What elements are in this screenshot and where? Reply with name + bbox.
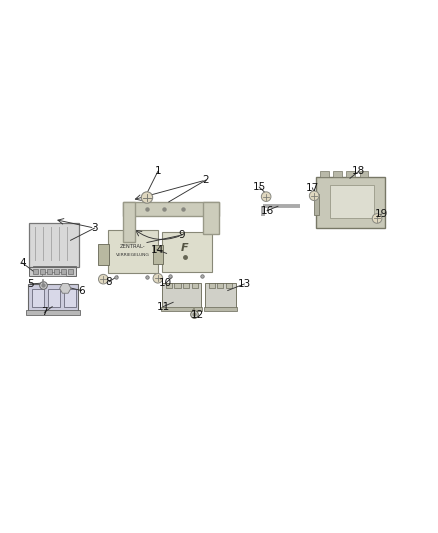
FancyBboxPatch shape (33, 269, 38, 274)
Text: 12: 12 (191, 310, 204, 319)
Text: 6: 6 (78, 286, 85, 295)
FancyBboxPatch shape (29, 223, 79, 266)
Text: 4: 4 (19, 258, 26, 268)
Text: F: F (181, 243, 189, 253)
FancyBboxPatch shape (152, 245, 163, 264)
FancyBboxPatch shape (166, 282, 172, 288)
FancyBboxPatch shape (203, 203, 219, 234)
Circle shape (141, 192, 152, 203)
Text: ZENTRAL-: ZENTRAL- (120, 244, 145, 249)
Circle shape (99, 274, 108, 284)
Text: 9: 9 (179, 230, 185, 240)
FancyBboxPatch shape (226, 282, 232, 288)
Text: 19: 19 (375, 209, 388, 219)
FancyBboxPatch shape (204, 307, 237, 311)
FancyBboxPatch shape (64, 289, 76, 306)
Circle shape (372, 214, 382, 223)
FancyBboxPatch shape (161, 307, 202, 311)
FancyBboxPatch shape (32, 266, 76, 273)
FancyBboxPatch shape (48, 289, 60, 306)
Text: 11: 11 (156, 302, 170, 312)
FancyBboxPatch shape (330, 185, 374, 219)
Text: 10: 10 (159, 278, 172, 288)
FancyBboxPatch shape (174, 282, 180, 288)
Text: 16: 16 (261, 206, 274, 216)
FancyBboxPatch shape (123, 203, 219, 216)
FancyBboxPatch shape (26, 310, 80, 316)
FancyBboxPatch shape (316, 176, 385, 228)
Text: 3: 3 (91, 223, 98, 233)
FancyBboxPatch shape (61, 269, 66, 274)
Text: VERRIEGELUNG: VERRIEGELUNG (116, 253, 150, 257)
FancyBboxPatch shape (54, 269, 59, 274)
FancyBboxPatch shape (192, 282, 198, 288)
FancyBboxPatch shape (47, 269, 52, 274)
FancyBboxPatch shape (32, 289, 44, 306)
FancyBboxPatch shape (68, 269, 73, 274)
Text: 5: 5 (27, 279, 34, 289)
FancyBboxPatch shape (183, 282, 189, 288)
FancyBboxPatch shape (320, 171, 329, 177)
Text: 15: 15 (253, 182, 266, 192)
FancyBboxPatch shape (28, 284, 78, 311)
FancyBboxPatch shape (314, 194, 319, 215)
FancyBboxPatch shape (217, 282, 223, 288)
FancyBboxPatch shape (360, 171, 368, 177)
Text: 2: 2 (203, 175, 209, 185)
Text: 7: 7 (41, 308, 48, 317)
FancyBboxPatch shape (40, 269, 45, 274)
FancyBboxPatch shape (98, 244, 109, 265)
Text: 17: 17 (306, 183, 319, 193)
FancyBboxPatch shape (205, 282, 236, 308)
Circle shape (309, 191, 319, 200)
Text: 13: 13 (238, 279, 251, 289)
Text: 18: 18 (352, 166, 365, 176)
Text: 8: 8 (106, 277, 112, 287)
Circle shape (261, 192, 271, 201)
FancyBboxPatch shape (346, 171, 355, 177)
FancyBboxPatch shape (29, 266, 76, 276)
FancyBboxPatch shape (42, 272, 66, 276)
FancyBboxPatch shape (162, 232, 212, 272)
FancyBboxPatch shape (208, 282, 215, 288)
Text: 1: 1 (155, 166, 161, 176)
FancyBboxPatch shape (162, 282, 201, 308)
Text: 14: 14 (150, 245, 164, 255)
FancyBboxPatch shape (333, 171, 342, 177)
FancyBboxPatch shape (108, 230, 158, 273)
FancyBboxPatch shape (123, 203, 135, 243)
Circle shape (153, 273, 162, 283)
